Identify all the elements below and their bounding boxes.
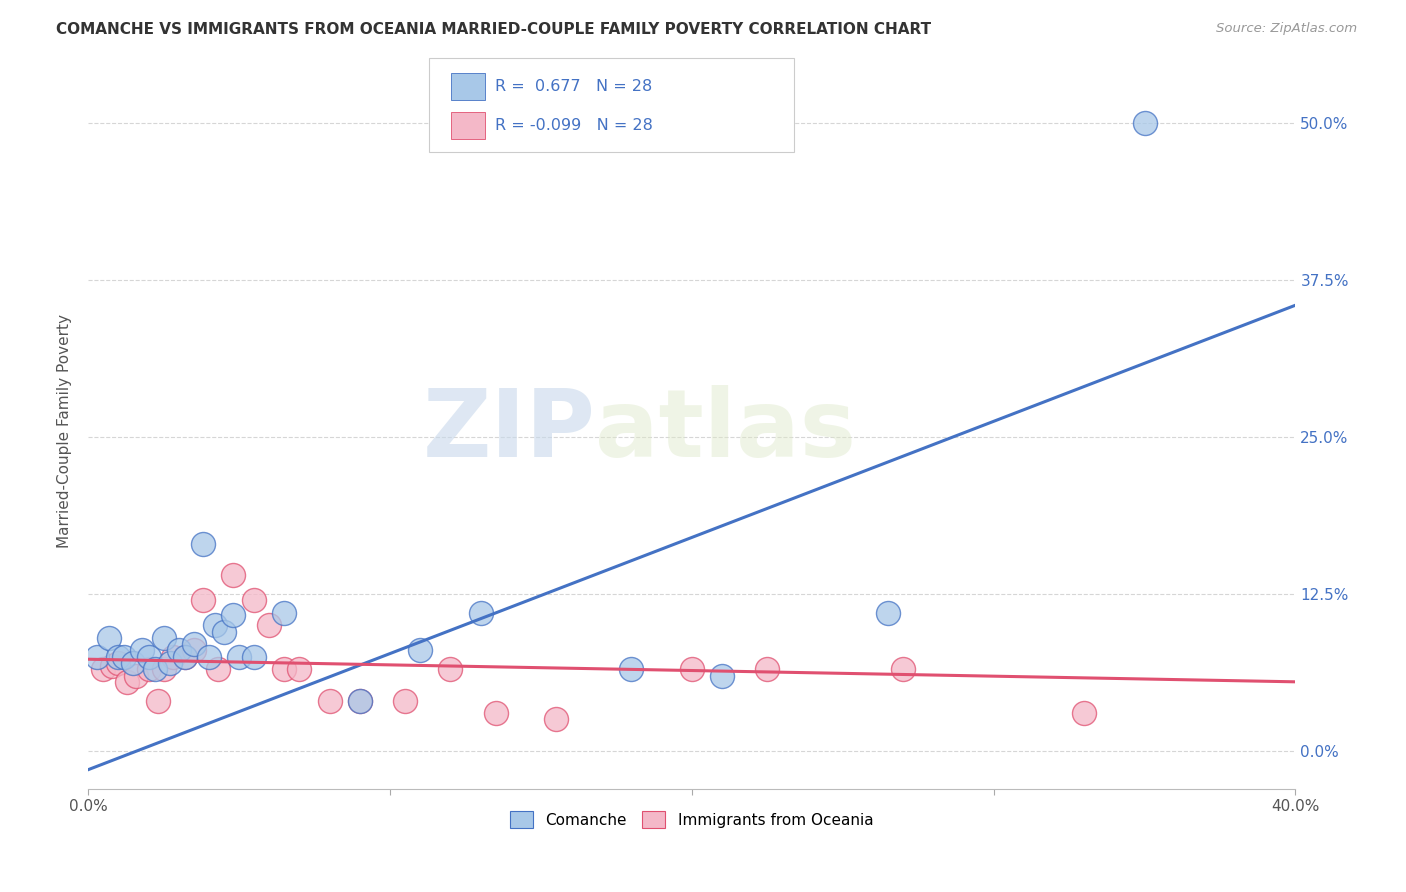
Point: [191, 537, 214, 551]
Point: [107, 656, 129, 670]
Point: [273, 662, 295, 676]
Point: [222, 608, 245, 623]
Point: [349, 693, 371, 707]
Point: [620, 662, 643, 676]
Point: [243, 593, 266, 607]
Point: [394, 693, 416, 707]
Text: COMANCHE VS IMMIGRANTS FROM OCEANIA MARRIED-COUPLE FAMILY POVERTY CORRELATION CH: COMANCHE VS IMMIGRANTS FROM OCEANIA MARR…: [56, 22, 931, 37]
Point: [318, 693, 340, 707]
Point: [131, 643, 153, 657]
Point: [183, 643, 205, 657]
Point: [470, 606, 492, 620]
Point: [409, 643, 432, 657]
Text: ZIP: ZIP: [422, 384, 595, 476]
Point: [112, 649, 135, 664]
Point: [173, 649, 195, 664]
Legend: Comanche, Immigrants from Oceania: Comanche, Immigrants from Oceania: [505, 805, 879, 835]
Text: R =  0.677   N = 28: R = 0.677 N = 28: [495, 79, 652, 94]
Point: [891, 662, 914, 676]
Point: [485, 706, 508, 721]
Text: R = -0.099   N = 28: R = -0.099 N = 28: [495, 119, 652, 133]
Point: [146, 693, 169, 707]
Point: [86, 649, 108, 664]
Point: [288, 662, 311, 676]
Text: atlas: atlas: [595, 384, 856, 476]
Point: [167, 643, 190, 657]
Point: [173, 649, 195, 664]
Point: [1133, 116, 1156, 130]
Point: [152, 662, 174, 676]
Point: [159, 656, 181, 670]
Point: [439, 662, 461, 676]
Point: [91, 662, 114, 676]
Point: [204, 618, 226, 632]
Point: [198, 649, 221, 664]
Point: [191, 593, 214, 607]
Point: [152, 631, 174, 645]
Point: [756, 662, 779, 676]
Point: [1073, 706, 1095, 721]
Point: [98, 631, 121, 645]
Point: [349, 693, 371, 707]
Point: [212, 624, 235, 639]
Point: [162, 649, 184, 664]
Point: [138, 649, 160, 664]
Point: [877, 606, 900, 620]
Point: [257, 618, 280, 632]
Point: [273, 606, 295, 620]
Point: [138, 662, 160, 676]
Point: [107, 649, 129, 664]
Point: [544, 713, 567, 727]
Point: [711, 668, 734, 682]
Point: [183, 637, 205, 651]
Point: [122, 656, 145, 670]
Point: [101, 658, 124, 673]
Point: [222, 568, 245, 582]
Point: [125, 668, 148, 682]
Y-axis label: Married-Couple Family Poverty: Married-Couple Family Poverty: [58, 314, 72, 548]
Point: [143, 662, 166, 676]
Point: [681, 662, 703, 676]
Point: [207, 662, 229, 676]
Point: [243, 649, 266, 664]
Point: [228, 649, 250, 664]
Point: [117, 674, 139, 689]
Text: Source: ZipAtlas.com: Source: ZipAtlas.com: [1216, 22, 1357, 36]
